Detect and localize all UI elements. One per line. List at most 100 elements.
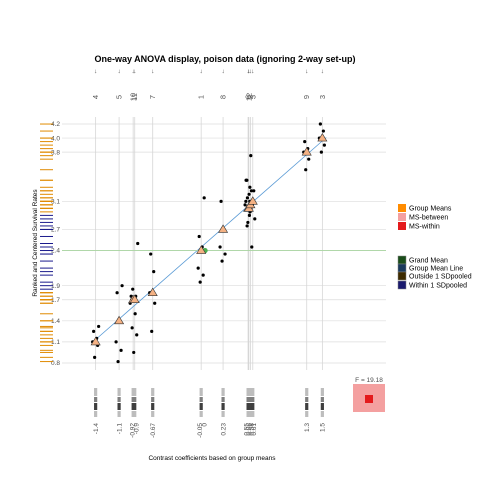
group-label: 5 — [115, 95, 124, 99]
contrast-bar-light — [305, 411, 309, 417]
left-rug-marks — [40, 123, 53, 363]
top-arrow-glyph: ↓ — [132, 68, 135, 75]
group-label: 1 — [197, 95, 206, 99]
contrast-bar-dark — [133, 403, 137, 410]
top-arrow-glyph: ↓ — [249, 68, 252, 75]
contrast-bar-dark — [221, 403, 225, 410]
legend-key — [397, 271, 407, 281]
y-axis-label: Ranked and Centered Survival Rates — [32, 189, 39, 297]
top-arrow-glyph: ↓ — [151, 68, 154, 75]
x-tick-label: -1.4 — [93, 423, 100, 435]
legend-key — [398, 204, 406, 212]
contrast-bar-light — [94, 411, 98, 417]
x-tick-label: 0.55 — [244, 423, 251, 436]
group-label: 6 — [244, 95, 253, 99]
contrast-bar-dark — [151, 403, 155, 410]
contrast-bar-mid — [151, 397, 155, 402]
grid-lines — [62, 123, 386, 364]
y-tick-label: 1.7 — [51, 297, 60, 304]
data-point — [150, 329, 154, 333]
x-tick-label: 0 — [202, 423, 209, 427]
data-point — [253, 217, 257, 221]
group-label: 9 — [302, 95, 311, 99]
legend-label: Within 1 SDpooled — [409, 283, 467, 290]
legend-key — [397, 255, 407, 265]
x-tick-label: 1.3 — [304, 423, 311, 432]
data-point — [116, 359, 120, 364]
group-vertical-lines — [95, 117, 323, 370]
data-point — [119, 348, 123, 352]
group-mean-marker — [218, 224, 229, 233]
data-point — [197, 234, 201, 239]
group-means — [90, 133, 328, 346]
data-point — [245, 178, 249, 182]
y-tick-label: 3.1 — [51, 199, 60, 206]
group-mean-marker — [114, 315, 125, 325]
contrast-bar-light — [133, 388, 137, 396]
f-statistic-panel: F = 19.18 — [353, 377, 385, 412]
contrast-bar-light — [221, 411, 225, 417]
contrast-bar-light — [305, 388, 309, 396]
contrast-bar-mid — [221, 397, 225, 402]
top-arrow-glyph: ↓ — [246, 68, 249, 75]
contrast-bar-light — [133, 411, 137, 417]
x-axis-label: Contrast coefficients based on group mea… — [148, 455, 276, 462]
legend-key — [398, 213, 406, 221]
contrast-bar-light — [94, 388, 98, 396]
data-point — [223, 252, 227, 256]
contrast-bar-dark — [320, 403, 324, 410]
data-point — [303, 139, 307, 144]
group-mean-marker — [90, 336, 101, 346]
data-point — [149, 252, 153, 256]
contrast-bar-light — [199, 388, 203, 396]
data-point — [135, 333, 139, 337]
data-point — [133, 312, 137, 316]
group-label: 7 — [148, 95, 157, 99]
data-point — [319, 150, 323, 154]
data-point — [247, 192, 251, 196]
data-point — [245, 224, 249, 228]
group-mean-marker — [147, 287, 158, 296]
data-point — [97, 324, 101, 329]
contrast-bar-light — [221, 388, 225, 396]
data-point — [115, 291, 119, 295]
data-point — [130, 326, 134, 330]
contrast-bar-mid — [94, 397, 98, 402]
data-point — [249, 154, 253, 158]
top-arrow-glyph: ↓ — [251, 68, 254, 75]
data-point — [245, 196, 250, 200]
data-point — [249, 189, 254, 193]
legend-key — [397, 263, 407, 273]
group-mean-regression-line — [91, 137, 327, 344]
y-tick-label: 1.4 — [51, 318, 60, 325]
y-tick-label: 1.9 — [51, 283, 60, 290]
contrast-bar-mid — [199, 397, 203, 402]
data-points — [91, 122, 326, 364]
contrast-bar-light — [151, 411, 155, 417]
data-point — [93, 355, 97, 359]
contrast-bar-mid — [305, 397, 309, 402]
y-tick-label: 4.0 — [51, 135, 60, 142]
top-arrow-glyph: ↓ — [321, 68, 324, 75]
data-point — [136, 241, 140, 246]
data-point — [153, 301, 157, 305]
y-tick-label: 2.7 — [51, 227, 60, 234]
top-arrow-glyph: ↓ — [305, 68, 308, 75]
x-tick-label: -1.1 — [116, 423, 123, 435]
data-point — [244, 199, 248, 203]
x-tick-label: -0.92 — [130, 423, 137, 438]
data-point — [114, 340, 118, 344]
group-mean-marker — [301, 147, 312, 156]
y-axis-ticks: 0.8 1.1 1.4 1.7 1.9 2.4 2.7 3.1 3.8 4.0 4.2 — [51, 121, 60, 367]
x-tick-label: 0.23 — [220, 423, 227, 436]
group-label: 12 — [244, 93, 253, 101]
data-point — [120, 284, 124, 288]
data-point — [247, 213, 252, 217]
group-mean-line — [91, 137, 327, 344]
data-point — [246, 220, 250, 225]
group-label: 4 — [91, 95, 100, 99]
contrast-bar-light — [117, 388, 121, 396]
data-point — [92, 329, 96, 333]
ms-within-square — [365, 395, 373, 403]
